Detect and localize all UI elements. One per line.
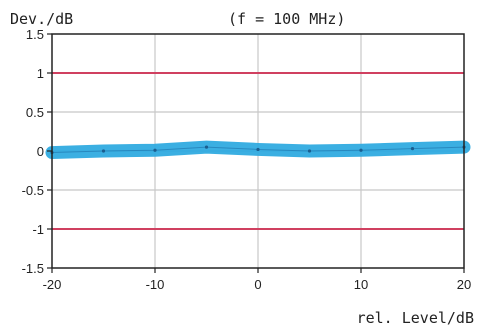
series	[45, 140, 471, 160]
x-tick-label: -20	[43, 277, 62, 292]
y-tick-label: 0	[37, 144, 44, 159]
data-point	[307, 149, 312, 153]
data-point	[410, 147, 415, 151]
y-tick-label: -1.5	[22, 261, 44, 276]
data-point	[256, 147, 260, 152]
x-tick-label: 0	[254, 277, 261, 292]
data-point	[101, 149, 106, 153]
chart-title: (f = 100 MHz)	[228, 10, 345, 28]
data-point	[153, 148, 157, 152]
tick-labels: 1.5 1 0.5 0 -0.5 -1 -1.5-20 -10 0 10 20	[22, 27, 472, 292]
x-tick-label: -10	[146, 277, 165, 292]
x-axis-label: rel. Level/dB	[357, 309, 474, 327]
data-point	[204, 145, 209, 149]
y-tick-label: -1	[32, 222, 44, 237]
y-tick-label: 0.5	[26, 105, 44, 120]
data-point	[359, 148, 363, 152]
limit-lines	[52, 72, 464, 230]
y-axis-label: Dev./dB	[10, 10, 73, 28]
x-tick-label: 20	[457, 277, 471, 292]
y-tick-label: 1.5	[26, 27, 44, 42]
y-tick-label: -0.5	[22, 183, 44, 198]
x-tick-label: 10	[354, 277, 368, 292]
y-tick-label: 1	[37, 66, 44, 81]
